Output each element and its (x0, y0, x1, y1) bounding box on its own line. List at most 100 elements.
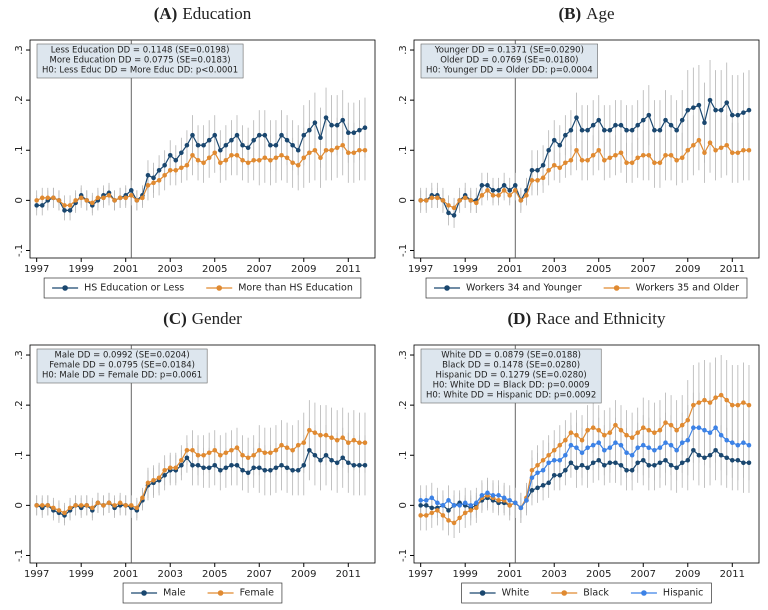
x-tick-label: 2009 (291, 569, 316, 580)
point (624, 450, 629, 456)
point (613, 152, 618, 158)
point (507, 503, 513, 508)
point (51, 505, 56, 511)
point (724, 455, 730, 461)
point (724, 437, 730, 443)
point (590, 425, 596, 430)
point (429, 495, 435, 501)
point (134, 505, 140, 511)
point (607, 155, 613, 161)
x-tick-label: 2011 (336, 264, 361, 275)
point (167, 167, 173, 173)
y-tick-label: .2 (398, 400, 409, 410)
legend-marker (217, 590, 224, 596)
point (362, 462, 368, 468)
point (39, 503, 45, 508)
point (184, 162, 190, 168)
legend-item: Hispanic (630, 588, 703, 599)
legend-marker (479, 590, 486, 596)
point (640, 117, 646, 123)
point (279, 132, 284, 138)
point (279, 442, 284, 448)
point (657, 460, 663, 466)
point (696, 425, 702, 430)
legend-label: HS Education or Less (84, 283, 184, 294)
point (67, 505, 73, 511)
x-tick-label: 2009 (675, 264, 700, 275)
point (529, 467, 535, 473)
annotation-line: More Education DD = 0.0775 (SE=0.0183) (49, 56, 230, 66)
point (151, 180, 156, 186)
point (340, 455, 346, 461)
point (423, 198, 429, 203)
annotation-line: Male DD = 0.0992 (SE=0.0204) (55, 351, 190, 361)
point (551, 472, 557, 478)
point (668, 442, 674, 448)
point (596, 440, 602, 446)
point (106, 500, 112, 506)
point (179, 150, 184, 156)
point (206, 465, 212, 471)
point (574, 465, 579, 471)
legend-item: Workers 35 and Older (603, 283, 739, 294)
point (256, 447, 262, 453)
point (568, 430, 574, 436)
point (546, 147, 551, 153)
point (563, 437, 568, 443)
point (563, 132, 568, 138)
point (318, 432, 323, 438)
point (234, 152, 240, 158)
point (529, 178, 535, 183)
point (251, 465, 256, 471)
point (674, 127, 679, 133)
point (240, 142, 245, 148)
point (624, 467, 629, 473)
point (184, 142, 190, 148)
legend-label: More than HS Education (238, 283, 353, 294)
point (440, 198, 446, 203)
point (351, 462, 357, 468)
point (685, 417, 691, 423)
legend: Male Female (122, 582, 283, 604)
point (702, 427, 707, 433)
point (351, 130, 357, 136)
panel-label: (A) (154, 4, 178, 23)
point (679, 440, 685, 446)
x-tick-label: 1997 (24, 264, 49, 275)
point (713, 395, 718, 400)
point (290, 447, 295, 453)
annotation-line: Female DD = 0.0795 (SE=0.0184) (49, 361, 195, 371)
point (84, 503, 90, 508)
point (574, 432, 579, 438)
point (429, 510, 435, 516)
point (190, 152, 195, 158)
point (195, 462, 201, 468)
point (585, 465, 590, 471)
point (735, 442, 741, 448)
point (490, 493, 496, 498)
point (663, 420, 668, 425)
point (579, 157, 585, 163)
point (691, 402, 696, 408)
point (307, 150, 312, 156)
point (190, 447, 195, 453)
panel-label: (B) (559, 4, 582, 23)
y-tick-label: .3 (14, 45, 25, 55)
point (624, 160, 629, 166)
point (262, 467, 268, 473)
point (668, 422, 674, 428)
y-tick-label: -.1 (14, 549, 25, 562)
point (362, 125, 368, 131)
point (162, 467, 167, 473)
point (640, 425, 646, 430)
annotation-line: Hispanic DD = 0.1279 (SE=0.0280) (436, 371, 587, 381)
point (357, 440, 362, 446)
point (668, 462, 674, 468)
point (51, 195, 56, 201)
point (429, 195, 435, 201)
point (585, 427, 590, 433)
x-tick-label: 2005 (586, 569, 611, 580)
point (167, 465, 173, 471)
point (746, 442, 752, 448)
